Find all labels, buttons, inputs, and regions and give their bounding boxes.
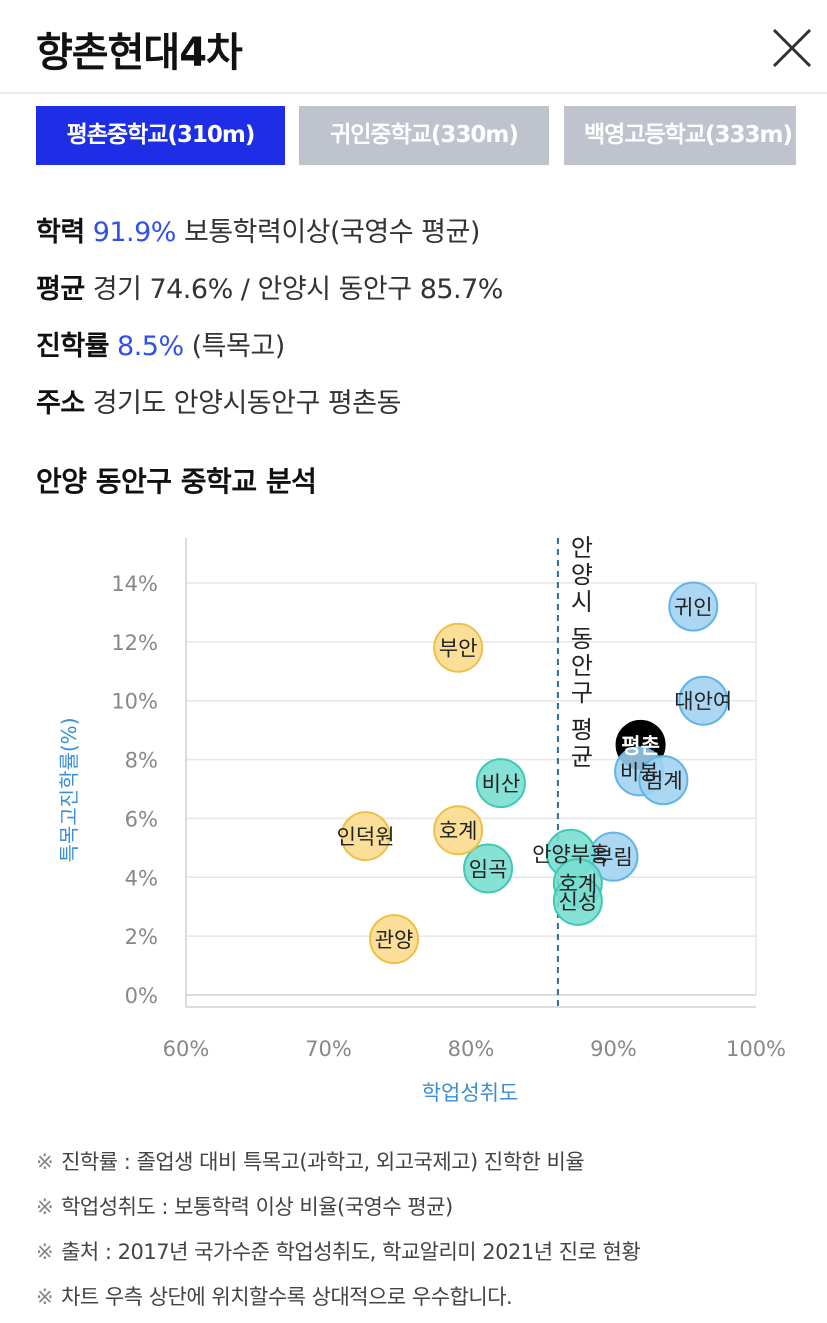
info-advancement-label: 진학률 (36, 331, 110, 362)
point-label: 인덕원 (337, 825, 395, 849)
point-label: 부림 (594, 846, 633, 870)
note-text: 학업성취도 : 보통학력 이상 비율(국영수 평균) (61, 1195, 453, 1219)
point-대안여 (678, 675, 729, 726)
point-label: 비봉 (620, 760, 659, 784)
reference-line-label-char: 시 (571, 588, 593, 616)
point-label: 신성 (559, 890, 598, 914)
info-advancement-desc: (특목고) (191, 331, 286, 362)
point-label: 대안여 (674, 690, 732, 714)
note-item: ※ 차트 우측 상단에 위치할수록 상대적으로 우수합니다. (36, 1275, 640, 1320)
point-부안 (433, 622, 484, 673)
info-academic-value: 91.9% (92, 217, 177, 248)
reference-line-label-char: 균 (571, 743, 593, 771)
point-신성 (552, 875, 603, 926)
y-tick-label: 12% (111, 631, 158, 655)
point-label: 안양부흥 (532, 843, 609, 867)
point-label: 임곡 (469, 857, 508, 881)
reference-line-label-char: 안 (571, 534, 593, 562)
reference-line-label-char: 안 (571, 652, 593, 680)
point-임곡 (463, 843, 514, 894)
info-academic: 학력 91.9% 보통학력이상(국영수 평균) (36, 210, 480, 249)
info-average: 평균 경기 74.6% / 안양시 동안구 85.7% (36, 267, 503, 306)
reference-line-label-char: 양 (571, 561, 593, 589)
x-tick-label: 80% (448, 1037, 495, 1061)
header: 향촌현대4차 (0, 0, 827, 94)
reference-line-label-char: 동 (571, 625, 593, 653)
point-label: 귀인 (674, 596, 713, 620)
y-tick-label: 8% (125, 749, 158, 773)
point-label: 관양 (375, 928, 414, 952)
point-label: 평촌 (621, 734, 660, 758)
x-tick-label: 100% (726, 1037, 786, 1061)
note-item: ※ 학업성취도 : 보통학력 이상 비율(국영수 평균) (36, 1185, 640, 1230)
point-범계 (638, 755, 689, 806)
info-advancement-value: 8.5% (117, 331, 184, 362)
tab-gwiin-middle[interactable]: 귀인중학교(330m) (299, 106, 549, 165)
note-text: 출처 : 2017년 국가수준 학업성취도, 학교알리미 2021년 진로 현황 (61, 1240, 641, 1264)
info-academic-label: 학력 (36, 217, 85, 248)
point-호계 (433, 805, 484, 856)
info-average-label: 평균 (36, 274, 85, 305)
x-axis-title: 학업성취도 (422, 1081, 519, 1105)
y-axis-title: 특목고진학률(%) (57, 717, 81, 862)
x-tick-label: 70% (305, 1037, 352, 1061)
point-label: 범계 (644, 769, 683, 793)
note-item: ※ 출처 : 2017년 국가수준 학업성취도, 학교알리미 2021년 진로 현… (36, 1230, 641, 1275)
y-tick-label: 0% (125, 984, 158, 1008)
note-mark: ※ (36, 1240, 54, 1264)
tab-pyeongchon-middle[interactable]: 평촌중학교(310m) (36, 106, 285, 165)
info-address-label: 주소 (36, 388, 85, 419)
x-tick-label: 90% (590, 1037, 637, 1061)
point-비산 (475, 758, 526, 809)
notes: ※ 진학률 : 졸업생 대비 특목고(과학고, 외고국제고) 진학한 비율 ※ 학업… (36, 1140, 641, 1320)
y-tick-label: 14% (111, 572, 158, 596)
note-mark: ※ (36, 1285, 54, 1309)
point-인덕원 (340, 811, 391, 862)
section-title: 안양 동안구 중학교 분석 (36, 465, 317, 498)
info-address: 주소 경기도 안양시동안구 평촌동 (36, 381, 401, 420)
point-귀인 (668, 581, 719, 632)
reference-line-label-char: 구 (571, 679, 593, 707)
info-average-value: 경기 74.6% / 안양시 동안구 85.7% (92, 274, 504, 305)
note-mark: ※ (36, 1195, 54, 1219)
y-tick-label: 6% (125, 807, 158, 831)
school-tabs: 평촌중학교(310m) 귀인중학교(330m) 백영고등학교(333m) (36, 106, 796, 165)
y-tick-label: 4% (125, 866, 158, 890)
x-tick-label: 60% (163, 1037, 210, 1061)
note-text: 진학률 : 졸업생 대비 특목고(과학고, 외고국제고) 진학한 비율 (61, 1150, 585, 1174)
point-관양 (369, 914, 420, 965)
y-tick-label: 10% (111, 690, 158, 714)
page-title: 향촌현대4차 (36, 30, 243, 76)
scatter-chart: 0% 2% 4% 6% 8% 10% 12% 14% 60% 70% 80% 90% 100% 학업성취도… (57, 534, 786, 1105)
reference-line-label-char: 평 (571, 716, 593, 744)
close-icon (772, 28, 812, 68)
point-label: 부안 (439, 637, 478, 661)
info-advancement: 진학률 8.5% (특목고) (36, 324, 285, 363)
point-label: 비산 (482, 772, 521, 796)
close-button[interactable] (768, 24, 816, 72)
note-mark: ※ (36, 1150, 54, 1174)
tab-baekyeong-high[interactable]: 백영고등학교(333m) (564, 106, 796, 165)
note-text: 차트 우측 상단에 위치할수록 상대적으로 우수합니다. (61, 1285, 513, 1309)
point-label: 호계 (439, 819, 478, 843)
info-address-value: 경기도 안양시동안구 평촌동 (92, 388, 402, 419)
point-label: 호계 (559, 872, 598, 896)
info-academic-desc: 보통학력이상(국영수 평균) (183, 217, 480, 248)
y-tick-label: 2% (125, 925, 158, 949)
note-item: ※ 진학률 : 졸업생 대비 특목고(과학고, 외고국제고) 진학한 비율 (36, 1140, 640, 1185)
